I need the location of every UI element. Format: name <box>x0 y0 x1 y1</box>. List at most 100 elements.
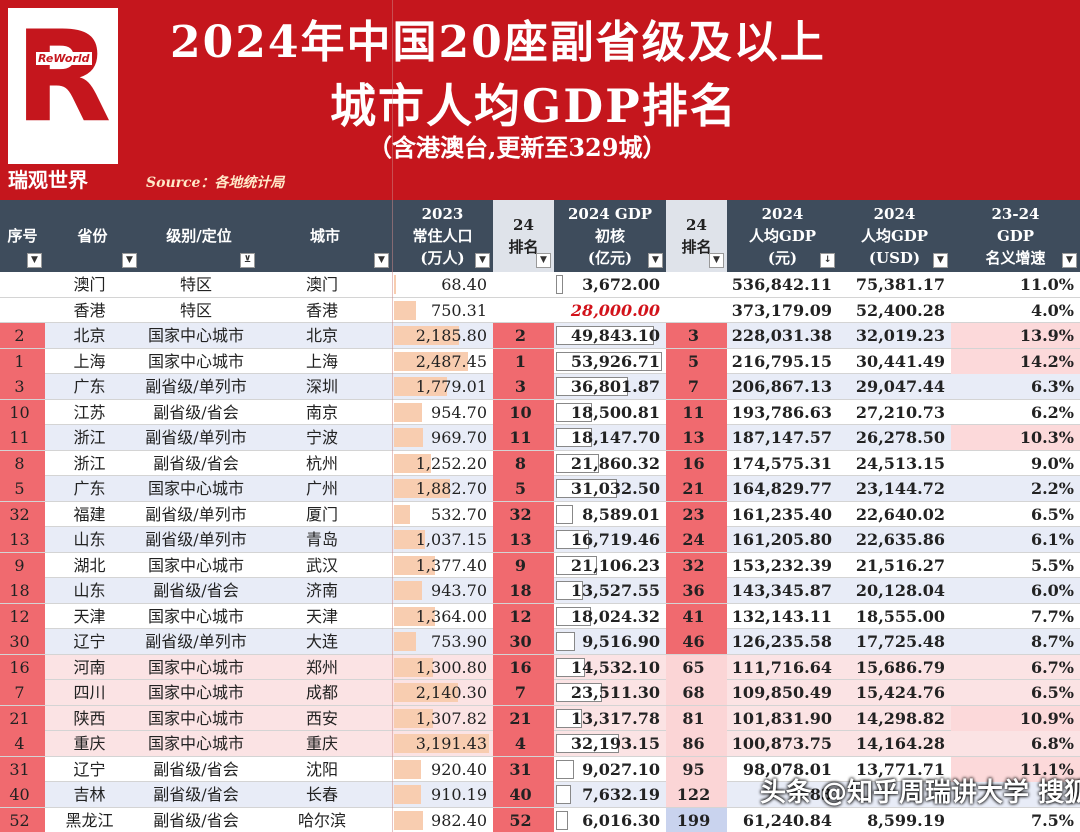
population-bar <box>394 377 447 396</box>
cell-growth: 7.5% <box>1030 810 1074 830</box>
cell-pop: 68.40 <box>441 275 487 294</box>
cell-level: 副省级/省会 <box>153 810 239 830</box>
rank-cell-bg <box>0 629 45 654</box>
table-row: 30 辽宁 副省级/单列市 大连 753.90 30 9,516.90 46 126,235.5… <box>0 629 1080 655</box>
cell-rank_gdp: 12 <box>509 606 532 626</box>
watermark: 头条 @知乎周瑞讲大学 搜狐号@星球数据派 <box>760 778 1080 808</box>
table-row: 2 北京 国家中心城市 北京 2,185.80 2 49,843.10 3 228,031.38… <box>0 323 1080 349</box>
table-row: 8 浙江 副省级/省会 杭州 1,252.20 8 21,860.32 16 174,575.3… <box>0 450 1080 476</box>
cell-level: 副省级/单列市 <box>145 504 247 524</box>
cell-growth: 8.7% <box>1030 632 1074 651</box>
gdp-bar <box>556 734 620 753</box>
cell-city: 澳门 <box>305 275 338 294</box>
cell-pop: 982.40 <box>431 810 487 830</box>
rank-cell-bg <box>666 374 727 399</box>
table-row: 澳门 特区 澳门 68.40 3,672.00 536,842.11 75,381.17 11… <box>0 272 1080 298</box>
table-row: 10 江苏 副省级/省会 南京 954.70 10 18,500.81 11 193,786.6… <box>0 399 1080 425</box>
cell-pop: 1,300.80 <box>415 657 487 677</box>
cell-pop: 920.40 <box>431 759 487 779</box>
population-bar <box>394 402 423 422</box>
gdp-bar <box>556 402 593 422</box>
cell-rank_gdp: 13 <box>509 530 532 549</box>
cell-seq: 31 <box>9 759 30 779</box>
cell-level: 国家中心城市 <box>147 734 244 753</box>
cell-growth: 6.2% <box>1030 402 1074 422</box>
cell-seq: 21 <box>9 708 30 728</box>
filter-dropdown-icon[interactable]: ▼ <box>1062 253 1077 268</box>
cell-gdp: 6,016.30 <box>582 810 660 830</box>
cell-seq: 40 <box>9 785 30 804</box>
cell-pc_usd: 24,513.15 <box>855 453 945 473</box>
cell-prov: 广东 <box>73 377 106 396</box>
cell-pop: 954.70 <box>431 402 487 422</box>
filter-dropdown-icon[interactable]: ▼ <box>475 253 490 268</box>
column-header-city: 城市 ▼ <box>258 200 392 272</box>
cell-seq: 12 <box>9 606 30 626</box>
table-header: 序号 ▼ 省份 ▼ 级别/定位 ⊻ 城市 ▼ 2023 常住人口 (万人) ▼ 24 排名 ▼ 2024… <box>0 200 1080 272</box>
cell-level: 国家中心城市 <box>147 708 244 728</box>
cell-rank_gdp: 31 <box>509 759 532 779</box>
cell-rank_pc: 5 <box>687 351 700 371</box>
rank-cell-bg <box>493 323 554 348</box>
table-row: 12 天津 国家中心城市 天津 1,364.00 12 18,024.32 41 132,143… <box>0 603 1080 629</box>
cell-seq: 30 <box>9 632 30 651</box>
cell-rank_gdp: 9 <box>514 555 527 575</box>
cell-rank_pc: 68 <box>682 683 705 702</box>
rank-cell-bg <box>0 552 45 578</box>
filter-dropdown-icon[interactable]: ▼ <box>536 253 551 268</box>
filter-dropdown-icon[interactable]: ▼ <box>27 253 42 268</box>
rank-cell-bg <box>0 782 45 807</box>
filter-dropdown-icon[interactable]: ⊻ <box>240 253 255 268</box>
cell-pop: 3,191.43 <box>415 734 487 753</box>
column-header-label: 序号 <box>7 227 38 245</box>
cell-pc_cny: 153,232.39 <box>731 555 832 575</box>
rank-cell-bg <box>0 425 45 450</box>
cell-prov: 陕西 <box>73 708 106 728</box>
logo-text: 瑞观世界 <box>8 168 88 192</box>
filter-dropdown-icon[interactable]: ▼ <box>648 253 663 268</box>
cell-rank_gdp: 32 <box>509 504 532 524</box>
cell-level: 副省级/省会 <box>153 453 239 473</box>
cell-pop: 2,140.30 <box>415 683 487 702</box>
rank-cell-bg <box>493 629 554 654</box>
rank-cell-bg <box>666 629 727 654</box>
rank-cell-bg <box>0 807 45 832</box>
cell-pc_usd: 21,516.27 <box>855 555 945 575</box>
cell-rank_gdp <box>493 298 548 323</box>
cell-rank_pc: 11 <box>682 402 705 422</box>
cell-rank_pc: 199 <box>676 810 711 830</box>
cell-growth: 11.1% <box>1019 759 1074 779</box>
cell-pc_usd: 17,725.48 <box>855 632 945 651</box>
cell-gdp: 16,719.46 <box>570 530 660 549</box>
filter-dropdown-icon[interactable]: ↓ <box>820 253 835 268</box>
cell-level: 国家中心城市 <box>147 479 244 498</box>
filter-dropdown-icon[interactable]: ▼ <box>122 253 137 268</box>
cell-city: 哈尔滨 <box>297 810 346 830</box>
cell-pc_usd: 26,278.50 <box>855 428 945 447</box>
rank-cell-bg <box>493 705 554 731</box>
rank-cell-bg <box>493 348 554 374</box>
column-header-level: 级别/定位 ⊻ <box>140 200 258 272</box>
cell-rank_pc: 21 <box>682 479 705 498</box>
rank-cell-bg <box>666 756 727 782</box>
cell-pop: 1,882.70 <box>415 479 487 498</box>
filter-dropdown-icon[interactable]: ▼ <box>709 253 724 268</box>
filter-dropdown-icon[interactable]: ▼ <box>933 253 948 268</box>
cell-pc_cny: 206,867.13 <box>731 377 832 396</box>
rank-cell-bg <box>666 399 727 425</box>
cell-seq: 5 <box>14 479 25 498</box>
cell-growth: 13.9% <box>1019 326 1074 345</box>
cell-growth: 5.5% <box>1030 555 1074 575</box>
population-bar <box>394 351 469 371</box>
rank-cell-bg <box>0 578 45 603</box>
cell-pc_usd: 18,555.00 <box>855 606 945 626</box>
rank-cell-bg <box>666 425 727 450</box>
filter-dropdown-icon[interactable]: ▼ <box>374 253 389 268</box>
cell-pc_cny: 101,831.90 <box>731 708 832 728</box>
population-bar <box>394 785 422 804</box>
cell-seq: 32 <box>9 504 30 524</box>
cell-prov: 浙江 <box>73 453 106 473</box>
growth-highlight <box>951 756 1080 782</box>
gdp-bar <box>556 453 599 473</box>
cell-prov: 澳门 <box>73 275 106 294</box>
